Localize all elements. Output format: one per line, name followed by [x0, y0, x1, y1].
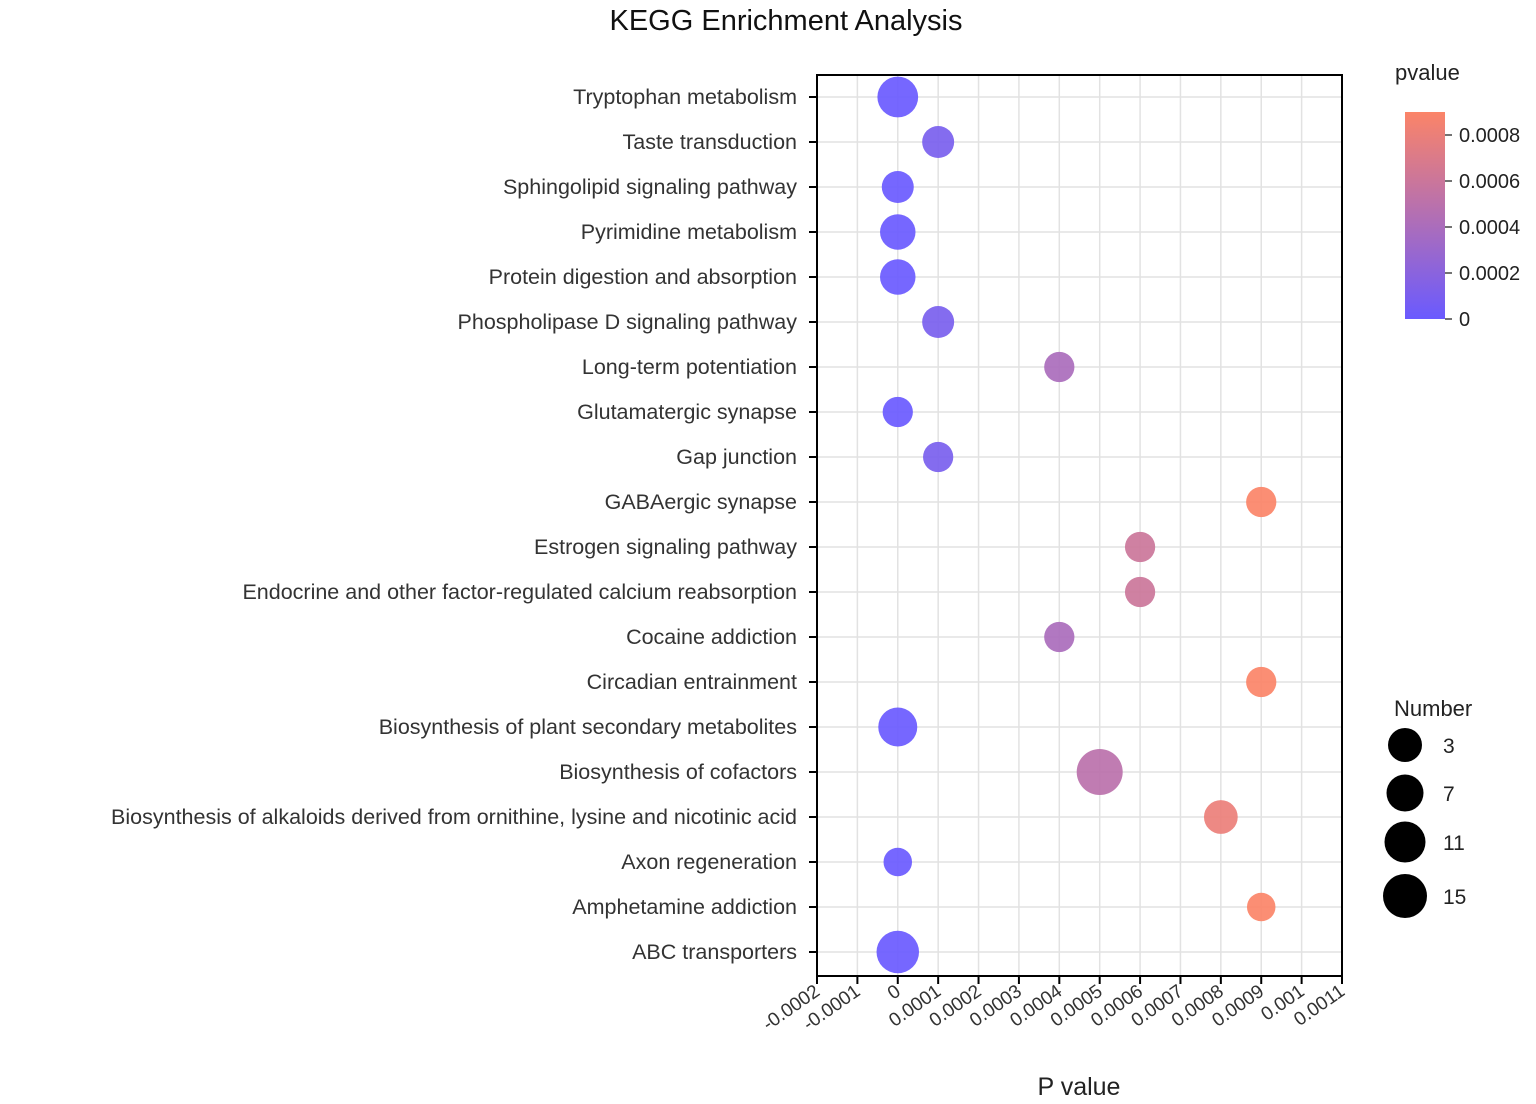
data-point	[1044, 351, 1075, 383]
data-point	[922, 126, 955, 158]
color-legend-tick-label: 0.0006	[1459, 171, 1520, 193]
y-tick-label: Sphingolipid signaling pathway	[503, 175, 797, 199]
y-tick-label: Biosynthesis of alkaloids derived from o…	[111, 805, 797, 829]
color-legend-title: pvalue	[1395, 60, 1460, 85]
data-point	[1246, 892, 1276, 922]
y-tick-label: Circadian entrainment	[587, 670, 797, 694]
size-legend-dot	[1388, 728, 1422, 762]
size-legend-dot	[1386, 774, 1424, 812]
data-point	[1246, 666, 1277, 698]
y-tick-label: Phospholipase D signaling pathway	[458, 310, 798, 334]
y-tick-label: Estrogen signaling pathway	[534, 535, 797, 559]
size-legend-title: Number	[1394, 696, 1472, 721]
color-legend: pvalue 0 0.0002 0.0004 0.0006 0.0008	[1395, 60, 1520, 331]
data-point	[880, 214, 916, 250]
y-tick-label: Long-term potentiation	[582, 355, 797, 379]
size-legend: Number 3 7 11 15	[1383, 696, 1472, 918]
size-legend-dot	[1384, 821, 1426, 863]
y-tick-label: Gap junction	[676, 445, 797, 469]
y-tick-label: Cocaine addiction	[626, 625, 797, 649]
grid-lines	[816, 75, 1343, 976]
data-point	[1124, 576, 1156, 608]
data-point	[922, 306, 955, 338]
data-point	[876, 930, 920, 974]
data-point	[883, 847, 913, 877]
y-tick-label: Biosynthesis of plant secondary metaboli…	[379, 715, 797, 739]
color-legend-tick-label: 0.0004	[1459, 217, 1520, 239]
data-point	[1246, 486, 1277, 518]
size-legend-label: 15	[1443, 886, 1466, 909]
data-point	[1124, 531, 1156, 563]
chart-title: KEGG Enrichment Analysis	[610, 5, 963, 37]
y-tick-label: Taste transduction	[623, 130, 798, 154]
y-tick-label: Amphetamine addiction	[572, 895, 797, 919]
y-tick-label: Protein digestion and absorption	[489, 265, 797, 289]
size-legend-label: 11	[1443, 832, 1465, 855]
data-point	[878, 707, 918, 747]
x-axis: -0.0002-0.0001 00.00010.00020.00030.00040…	[759, 976, 1349, 1035]
data-point	[923, 441, 954, 473]
data-point	[1203, 800, 1238, 834]
data-point	[880, 259, 916, 295]
data-point	[1044, 621, 1075, 653]
y-tick-label: Glutamatergic synapse	[577, 400, 797, 424]
x-tick-label: 0	[884, 981, 905, 1004]
size-legend-dot	[1383, 874, 1427, 918]
data-point	[881, 171, 914, 203]
y-tick-label: Endocrine and other factor-regulated cal…	[242, 580, 797, 604]
data-point	[1076, 749, 1123, 795]
x-axis-label: P value	[1038, 1073, 1121, 1101]
y-tick-label: Axon regeneration	[621, 850, 797, 874]
data-point	[882, 396, 913, 428]
color-legend-tick-label: 0	[1459, 309, 1470, 331]
y-axis: Tryptophan metabolism Taste transduction S…	[111, 85, 817, 964]
size-legend-label: 7	[1443, 783, 1455, 806]
y-tick-label: ABC transporters	[632, 940, 797, 964]
data-points	[876, 76, 1277, 974]
color-legend-tick-label: 0.0008	[1459, 125, 1520, 147]
size-legend-label: 3	[1443, 735, 1455, 758]
color-legend-tick-label: 0.0002	[1459, 263, 1520, 285]
y-tick-label: Tryptophan metabolism	[573, 85, 797, 109]
y-tick-label: Pyrimidine metabolism	[581, 220, 797, 244]
color-bar	[1405, 112, 1445, 319]
y-tick-label: Biosynthesis of cofactors	[559, 760, 797, 784]
plot-frame	[816, 74, 1343, 977]
y-tick-label: GABAergic synapse	[605, 490, 797, 514]
data-point	[877, 76, 919, 118]
